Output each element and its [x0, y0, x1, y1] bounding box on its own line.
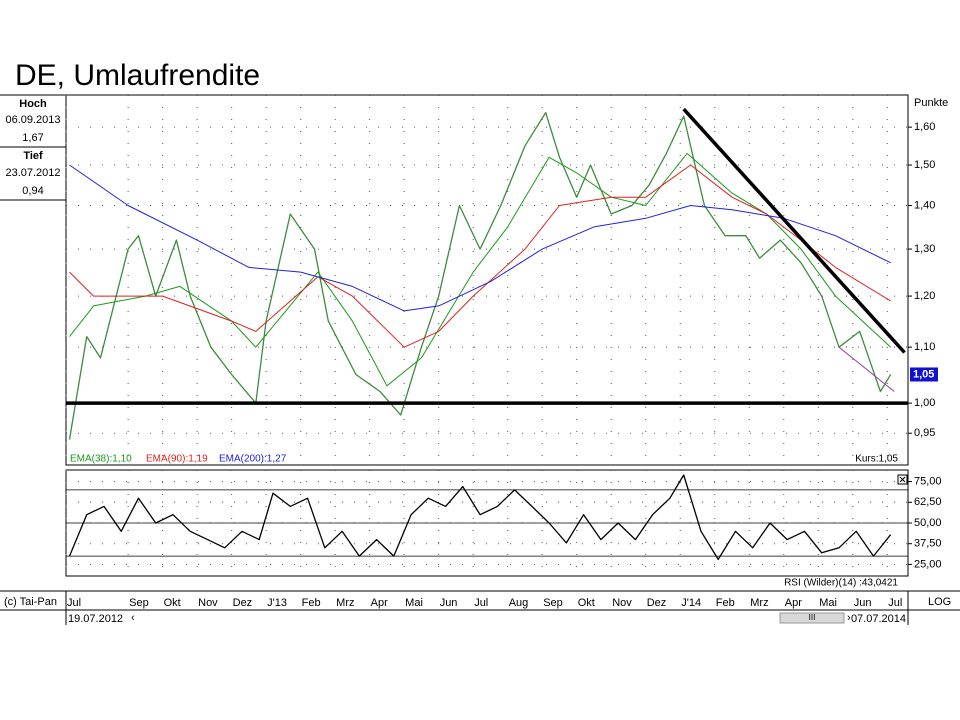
legend-entry: EMA(200):1,27 [219, 454, 287, 465]
panel-title: RSI (Wilder)(14) :43,0421 [784, 578, 898, 589]
trendline [682, 107, 906, 354]
x-tick-label: Apr [371, 597, 388, 609]
y-tick-label: 1,20 [914, 290, 935, 302]
scrollbar-grip: III [809, 613, 816, 622]
scrollbar-thumb[interactable] [779, 612, 845, 624]
x-tick-label: Mai [819, 597, 837, 609]
x-tick-label: Nov [198, 597, 218, 609]
x-tick-label: Mai [405, 597, 423, 609]
series-line [69, 164, 891, 312]
info-panel: Hoch 06.09.2013 1,67 Tief 23.07.2012 0,9… [0, 94, 66, 201]
x-tick-label: Sep [543, 597, 563, 609]
legend-entry: EMA(90):1,19 [146, 454, 208, 465]
x-tick-label: Mrz [750, 597, 768, 609]
start-date: 19.07.2012 [68, 613, 123, 625]
x-tick-label: Aug [509, 597, 529, 609]
low-value: 0,94 [22, 185, 43, 197]
low-date: 23.07.2012 [5, 167, 60, 179]
high-date: 06.09.2013 [5, 114, 60, 126]
high-label: Hoch [19, 98, 47, 110]
y-tick-label: 1,50 [914, 159, 935, 171]
y-tick-label: 37,50 [914, 538, 942, 550]
x-tick-label: Feb [716, 597, 735, 609]
series-line [69, 152, 892, 387]
series-line [68, 474, 892, 561]
end-date: 07.07.2014 [851, 613, 906, 625]
y-axis-label: Punkte [914, 97, 948, 109]
y-tick-label: 1,10 [914, 341, 935, 353]
x-tick-label: Apr [785, 597, 802, 609]
x-tick-label: Dez [233, 597, 253, 609]
panel [65, 94, 909, 466]
x-tick-label: Okt [578, 597, 595, 609]
x-tick-label: Mrz [336, 597, 354, 609]
x-tick-label: Sep [129, 597, 149, 609]
last-value-box [910, 367, 938, 382]
x-tick-label: Okt [164, 597, 181, 609]
chart-title: DE, Umlaufrendite [15, 59, 260, 92]
y-tick-label: 25,00 [914, 558, 942, 570]
y-tick-label: 62,50 [914, 496, 942, 508]
legend-entry: EMA(38):1,10 [70, 454, 132, 465]
high-value: 1,67 [22, 132, 43, 144]
x-tick-label: Dez [647, 597, 667, 609]
series-line [69, 164, 891, 348]
x-tick-label: Jul [888, 597, 902, 609]
legend-entry: Kurs:1,05 [855, 454, 898, 465]
trendline [838, 346, 895, 392]
y-tick-label: 1,40 [914, 199, 935, 211]
x-tick-label: Nov [612, 597, 632, 609]
y-tick-label: 50,00 [914, 517, 942, 529]
last-value-label: 1,05 [913, 368, 934, 380]
x-tick-label: Jun [854, 597, 872, 609]
y-tick-label: 1,60 [914, 121, 935, 133]
y-tick-label: 75,00 [914, 476, 942, 488]
x-tick-label: Jul [474, 597, 488, 609]
close-icon [899, 476, 906, 483]
x-tick-label: J'13 [267, 597, 287, 609]
copyright: (c) Tai-Pan [4, 596, 57, 608]
x-tick-label: Feb [302, 597, 321, 609]
x-tick-label: Jul [67, 597, 81, 609]
series-line [68, 111, 892, 440]
y-tick-label: 0,95 [914, 427, 935, 439]
x-tick-label: J'14 [681, 597, 701, 609]
y-tick-label: 1,30 [914, 243, 935, 255]
scroll-left[interactable]: ‹ [131, 612, 135, 624]
low-label: Tief [23, 150, 43, 162]
y-tick-label: 1,00 [914, 397, 935, 409]
x-tick-label: Jun [440, 597, 458, 609]
scroll-right[interactable]: › [847, 612, 851, 624]
scale-label: LOG [928, 596, 951, 608]
